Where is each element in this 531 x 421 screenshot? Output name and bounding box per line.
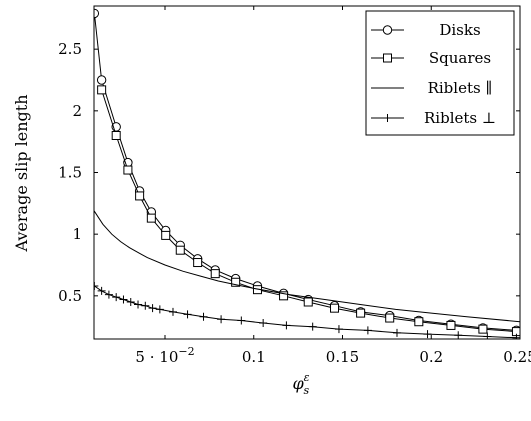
- legend-swatch-marker-1: [383, 53, 392, 63]
- series-1-point-5: [161, 230, 171, 240]
- series-3-point-8: [148, 304, 157, 313]
- series-3-point-4: [119, 295, 128, 304]
- legend-entry-1: Squares: [371, 49, 491, 67]
- series-3-point-20: [392, 328, 401, 337]
- x-axis-label-sub: s: [304, 384, 310, 397]
- series-3-point-17: [308, 322, 317, 331]
- series-1-point-8: [210, 269, 220, 279]
- series-3-point-19: [363, 326, 372, 335]
- series-3-point-2: [104, 290, 113, 299]
- legend: Disks Squares Riblets ∥ Riblets ⊥: [365, 10, 515, 136]
- series-3-point-1: [97, 286, 106, 295]
- legend-entry-3: Riblets ⊥: [371, 109, 496, 127]
- series-1-point-2: [123, 165, 133, 175]
- x-axis-label-sup: ε: [304, 371, 310, 384]
- legend-swatch-marker-3: [383, 114, 392, 122]
- series-1-point-3: [135, 191, 145, 201]
- legend-label-2: Riblets ∥: [428, 79, 493, 97]
- y-tick-label-2: 1.5: [58, 164, 82, 182]
- legend-entry-0: Disks: [371, 21, 481, 39]
- series-1-point-6: [175, 245, 185, 255]
- series-0-point-1: [96, 75, 107, 85]
- series-3-point-12: [199, 312, 208, 321]
- legend-label-3: Riblets ⊥: [424, 109, 496, 127]
- legend-entries: Disks Squares Riblets ∥ Riblets ⊥: [371, 21, 496, 127]
- series-3-point-3: [112, 293, 121, 302]
- series-line-2: [94, 210, 520, 323]
- series-layer: [94, 8, 520, 339]
- series-3-point-7: [141, 301, 150, 310]
- series-3-point-15: [259, 318, 268, 327]
- series-3-point-10: [168, 307, 177, 316]
- series-3-point-5: [126, 298, 135, 306]
- series-1-point-14: [356, 308, 366, 318]
- y-tick-label-3: 2: [72, 102, 82, 120]
- series-1-point-17: [446, 320, 456, 330]
- series-3-point-21: [423, 330, 432, 339]
- series-1-point-18: [478, 324, 488, 334]
- series-3: [94, 281, 520, 339]
- series-1-point-7: [193, 258, 203, 268]
- series-3-point-24: [512, 333, 520, 339]
- y-tick-label-4: 2.5: [58, 40, 82, 58]
- series-3-point-22: [454, 331, 463, 339]
- series-3-point-16: [282, 321, 291, 330]
- series-2: [94, 210, 520, 323]
- y-axis-label: Average slip length: [12, 94, 31, 252]
- legend-swatch-marker-0: [382, 25, 393, 35]
- series-3-point-13: [217, 315, 226, 324]
- y-tick-label-1: 1: [72, 225, 82, 243]
- series-3-point-9: [155, 305, 164, 314]
- x-tick-label-2: 0.15: [326, 348, 359, 366]
- series-1-point-11: [279, 291, 289, 301]
- series-line-3: [94, 285, 517, 339]
- legend-entry-2: Riblets ∥: [371, 79, 492, 97]
- legend-label-1: Squares: [429, 49, 491, 67]
- series-1-point-13: [330, 303, 340, 313]
- series-3-point-6: [134, 300, 143, 309]
- series-1-point-0: [97, 85, 107, 95]
- legend-label-0: Disks: [439, 21, 480, 39]
- x-axis-label: φε s: [292, 371, 309, 397]
- series-3-point-18: [334, 325, 343, 334]
- series-1-point-15: [385, 313, 395, 323]
- series-3-point-23: [483, 332, 492, 339]
- ticks-layer: 5 · 10−2 0.1 0.15 0.2 0.25 0.5 1 1.5 2 2.5: [58, 6, 531, 366]
- series-1-point-16: [414, 317, 424, 327]
- x-tick-label-3: 0.2: [419, 348, 443, 366]
- series-1-point-1: [111, 131, 121, 140]
- y-tick-label-0: 0.5: [58, 287, 82, 305]
- series-1: [97, 85, 520, 337]
- series-1-point-12: [303, 297, 313, 307]
- x-tick-label-0: 5 · 10−2: [135, 345, 194, 366]
- series-1-point-4: [146, 213, 156, 223]
- x-tick-label-4: 0.25: [503, 348, 531, 366]
- series-1-point-9: [231, 277, 241, 287]
- x-axis-label-base: φ: [292, 374, 304, 393]
- series-3-point-11: [183, 310, 192, 319]
- x-tick-label-1: 0.1: [242, 348, 266, 366]
- series-3-point-14: [237, 316, 246, 325]
